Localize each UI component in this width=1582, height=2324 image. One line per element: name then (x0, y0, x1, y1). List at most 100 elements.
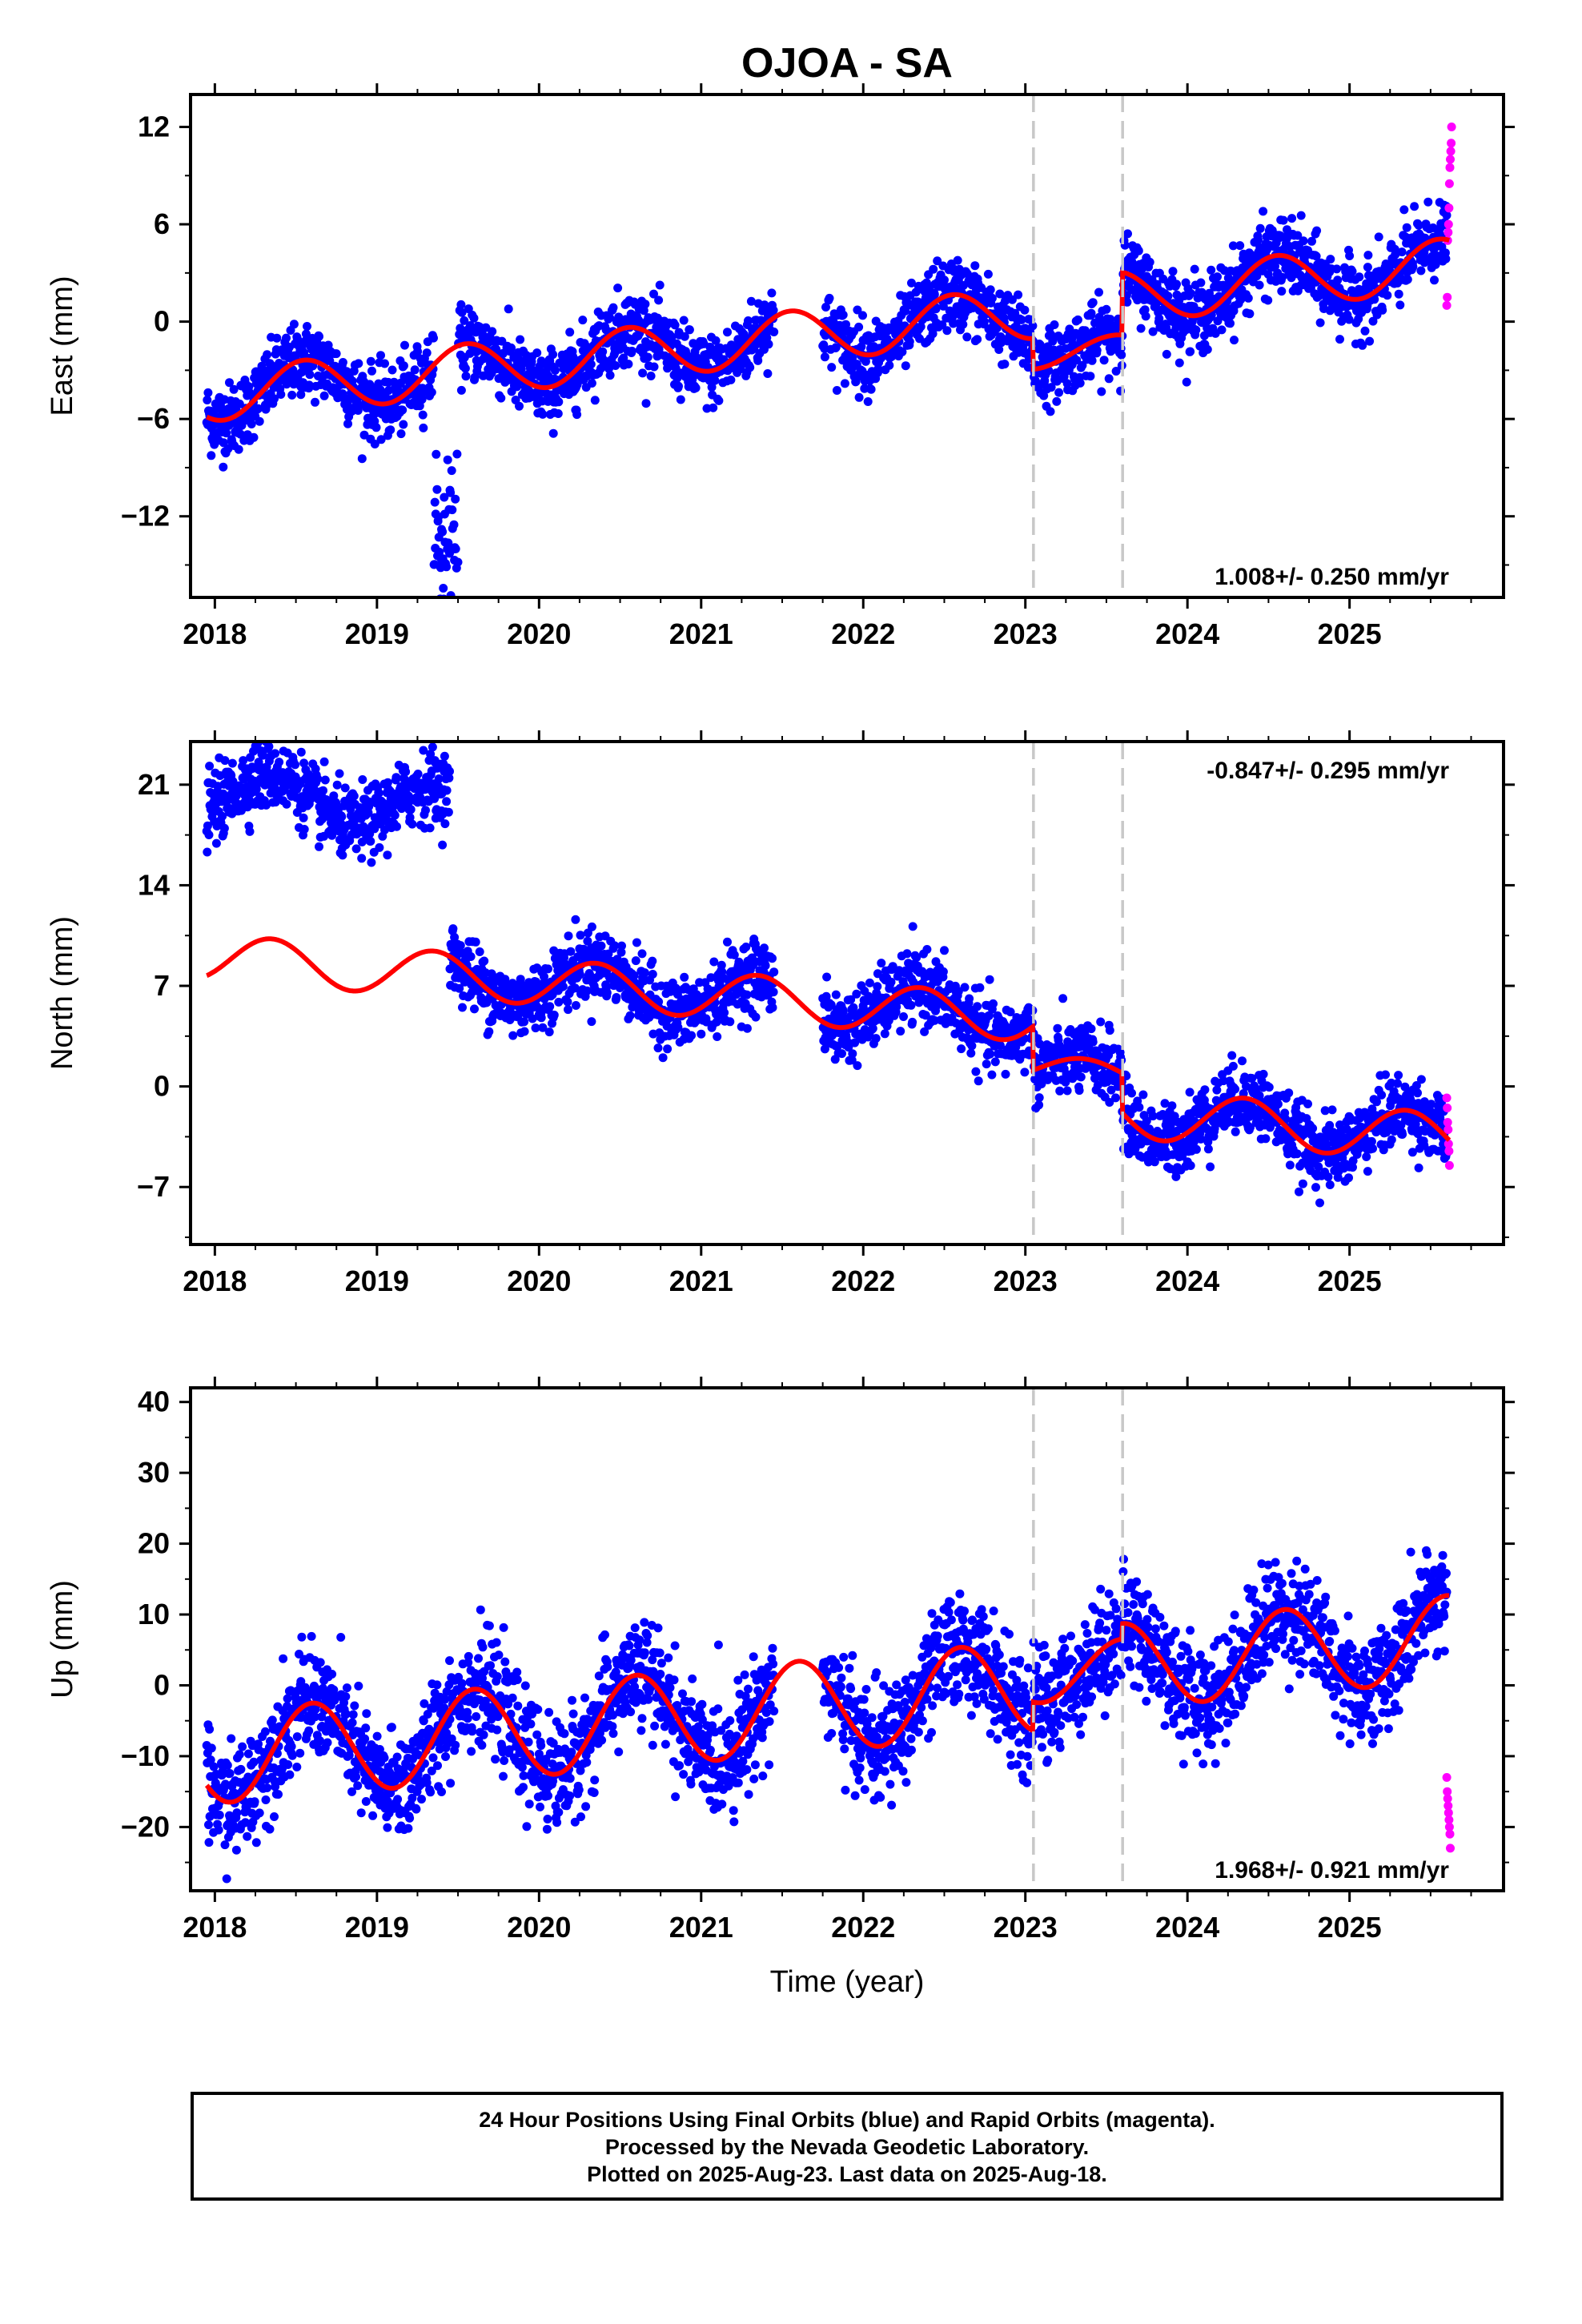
data-point (536, 1013, 546, 1023)
data-point (554, 397, 564, 407)
data-point (1217, 325, 1227, 335)
data-point (653, 1043, 663, 1053)
data-point (761, 961, 770, 971)
data-point (282, 333, 291, 343)
data-point (979, 317, 989, 326)
data-point (282, 799, 291, 809)
data-point (1172, 279, 1181, 289)
data-point (986, 1049, 995, 1059)
data-point (769, 987, 778, 997)
data-point (1185, 1088, 1195, 1097)
data-point (907, 278, 916, 287)
data-point (554, 997, 564, 1007)
data-point (1028, 321, 1038, 331)
data-point (1200, 1085, 1210, 1095)
data-point (922, 945, 932, 954)
data-point (450, 932, 460, 942)
data-point (629, 971, 639, 980)
data-point (271, 749, 280, 758)
data-point (207, 451, 216, 460)
data-point (706, 973, 716, 983)
data-point (938, 967, 948, 976)
data-point (847, 1055, 857, 1065)
data-point (953, 255, 962, 265)
data-point (1299, 236, 1308, 246)
data-point (340, 783, 350, 793)
data-point (877, 959, 886, 968)
data-point (863, 397, 873, 406)
data-point (410, 365, 420, 375)
data-point (1111, 1093, 1120, 1103)
data-point (419, 423, 428, 432)
data-point (957, 1044, 966, 1054)
data-point (239, 756, 248, 766)
data-point (655, 280, 665, 290)
data-point (1167, 1101, 1177, 1111)
data-point (713, 1032, 722, 1041)
data-point (1007, 295, 1017, 304)
data-point (460, 316, 469, 325)
data-point (296, 390, 306, 400)
data-point (729, 950, 739, 959)
data-point (453, 557, 463, 567)
data-point (227, 758, 237, 768)
data-point (319, 391, 329, 400)
data-point (367, 366, 376, 376)
data-point (1255, 223, 1265, 233)
data-point (205, 762, 215, 771)
data-point (1148, 327, 1158, 336)
data-point (613, 283, 623, 293)
data-point (989, 999, 998, 1008)
data-point (886, 977, 896, 987)
data-point (931, 304, 941, 314)
data-point (1191, 325, 1201, 335)
data-point (641, 399, 651, 408)
data-point (853, 1061, 862, 1071)
data-point (1399, 205, 1409, 215)
data-point (1403, 275, 1412, 284)
data-point (928, 329, 938, 339)
data-point (319, 786, 327, 795)
data-point (219, 438, 228, 448)
y-axis-label: East (mm) (46, 275, 79, 416)
data-point (1141, 312, 1150, 321)
data-point (444, 807, 453, 817)
data-point (709, 957, 719, 967)
data-point (1430, 275, 1439, 285)
data-point (550, 366, 560, 375)
data-point (1442, 211, 1452, 220)
data-point (301, 329, 311, 339)
data-point (587, 922, 596, 931)
data-point (769, 305, 778, 315)
data-point (1154, 314, 1164, 324)
data-point (442, 797, 452, 806)
data-point (648, 956, 657, 966)
data-point (516, 364, 526, 374)
data-point (826, 1000, 836, 1010)
data-point (899, 1012, 908, 1021)
data-point (456, 300, 466, 309)
data-point (866, 384, 876, 394)
data-point (763, 369, 773, 378)
data-point (1228, 241, 1238, 251)
data-point (871, 1034, 881, 1043)
data-point (461, 372, 471, 381)
data-point (447, 617, 456, 625)
data-point (1138, 1090, 1148, 1100)
data-point (1397, 247, 1407, 257)
data-point (1374, 232, 1383, 242)
data-point (1034, 1093, 1044, 1103)
data-point (422, 348, 432, 358)
data-point (1039, 391, 1049, 400)
data-point (710, 376, 720, 385)
data-point (456, 385, 466, 395)
data-point (1182, 377, 1191, 387)
data-point (673, 1023, 683, 1032)
data-point (1072, 356, 1082, 365)
data-point (548, 428, 558, 438)
x-tick-label: 2021 (669, 617, 733, 650)
data-point (408, 819, 417, 829)
data-point (375, 842, 384, 852)
data-point (1046, 407, 1055, 416)
data-point (1259, 207, 1268, 216)
